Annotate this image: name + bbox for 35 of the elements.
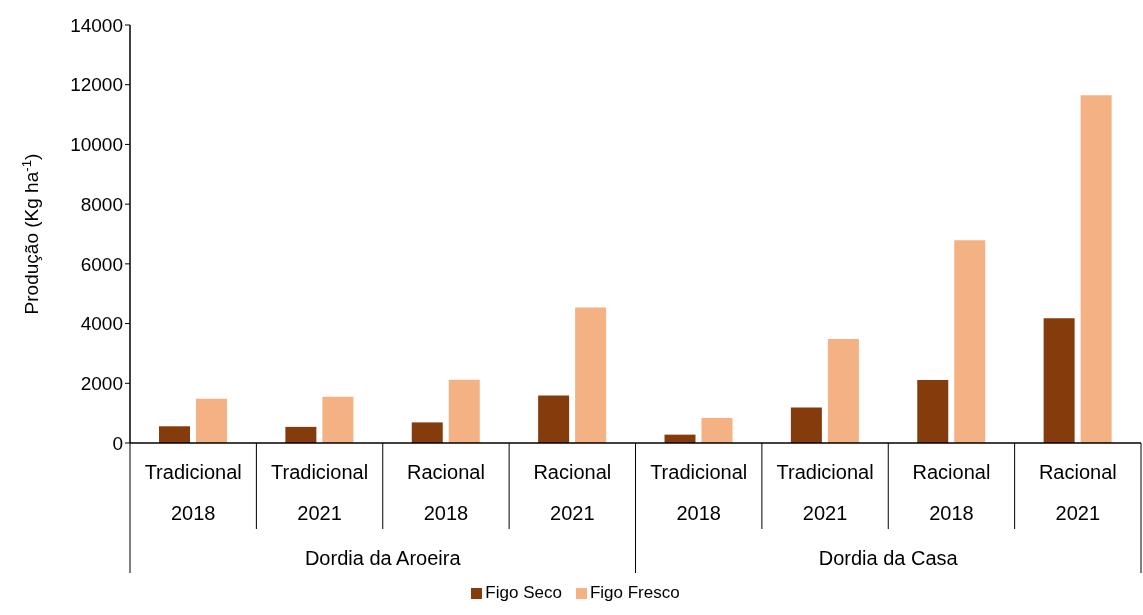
- y-tick-label: 14000: [70, 14, 123, 36]
- bar: [411, 422, 443, 443]
- y-tick-label: 2000: [80, 373, 123, 395]
- bar: [790, 407, 822, 443]
- bar: [538, 395, 570, 443]
- bar: [448, 379, 480, 443]
- bar: [196, 398, 227, 443]
- bar: [285, 426, 317, 443]
- x-tick-label: Tradicional 2021: [271, 461, 369, 524]
- text: Dordia da Aroeira: [304, 547, 462, 569]
- legend-label: Figo Seco: [484, 583, 562, 603]
- y-tick-label: 8000: [80, 193, 123, 215]
- x-tick-label: Racional 2018: [912, 461, 991, 524]
- x-tick-label: Racional 2021: [533, 461, 612, 524]
- bar: [1080, 95, 1112, 443]
- y-tick-label: 10000: [70, 134, 123, 156]
- x-tick-label: Tradicional 2018: [144, 461, 242, 524]
- bar: [322, 396, 354, 443]
- bar: [575, 307, 607, 443]
- y-tick-label: 0: [112, 432, 123, 454]
- y-tick-label: 12000: [70, 74, 123, 96]
- text: Dordia da Casa: [818, 547, 959, 569]
- legend-label: Figo Fresco: [588, 583, 680, 603]
- bar: [954, 240, 986, 443]
- x-tick-label: Racional 2018: [407, 461, 485, 524]
- bar: [701, 417, 733, 443]
- bar: [917, 380, 949, 443]
- bar: [827, 339, 859, 443]
- bar: [1043, 318, 1075, 443]
- x-tick-label: Tradicional 2021: [776, 461, 874, 524]
- y-tick-label: 4000: [80, 313, 123, 335]
- y-tick-label: 6000: [80, 253, 123, 275]
- x-tick-label: Racional 2021: [1038, 461, 1117, 524]
- bar: [159, 426, 190, 443]
- x-tick-label: Tradicional 2018: [650, 461, 748, 524]
